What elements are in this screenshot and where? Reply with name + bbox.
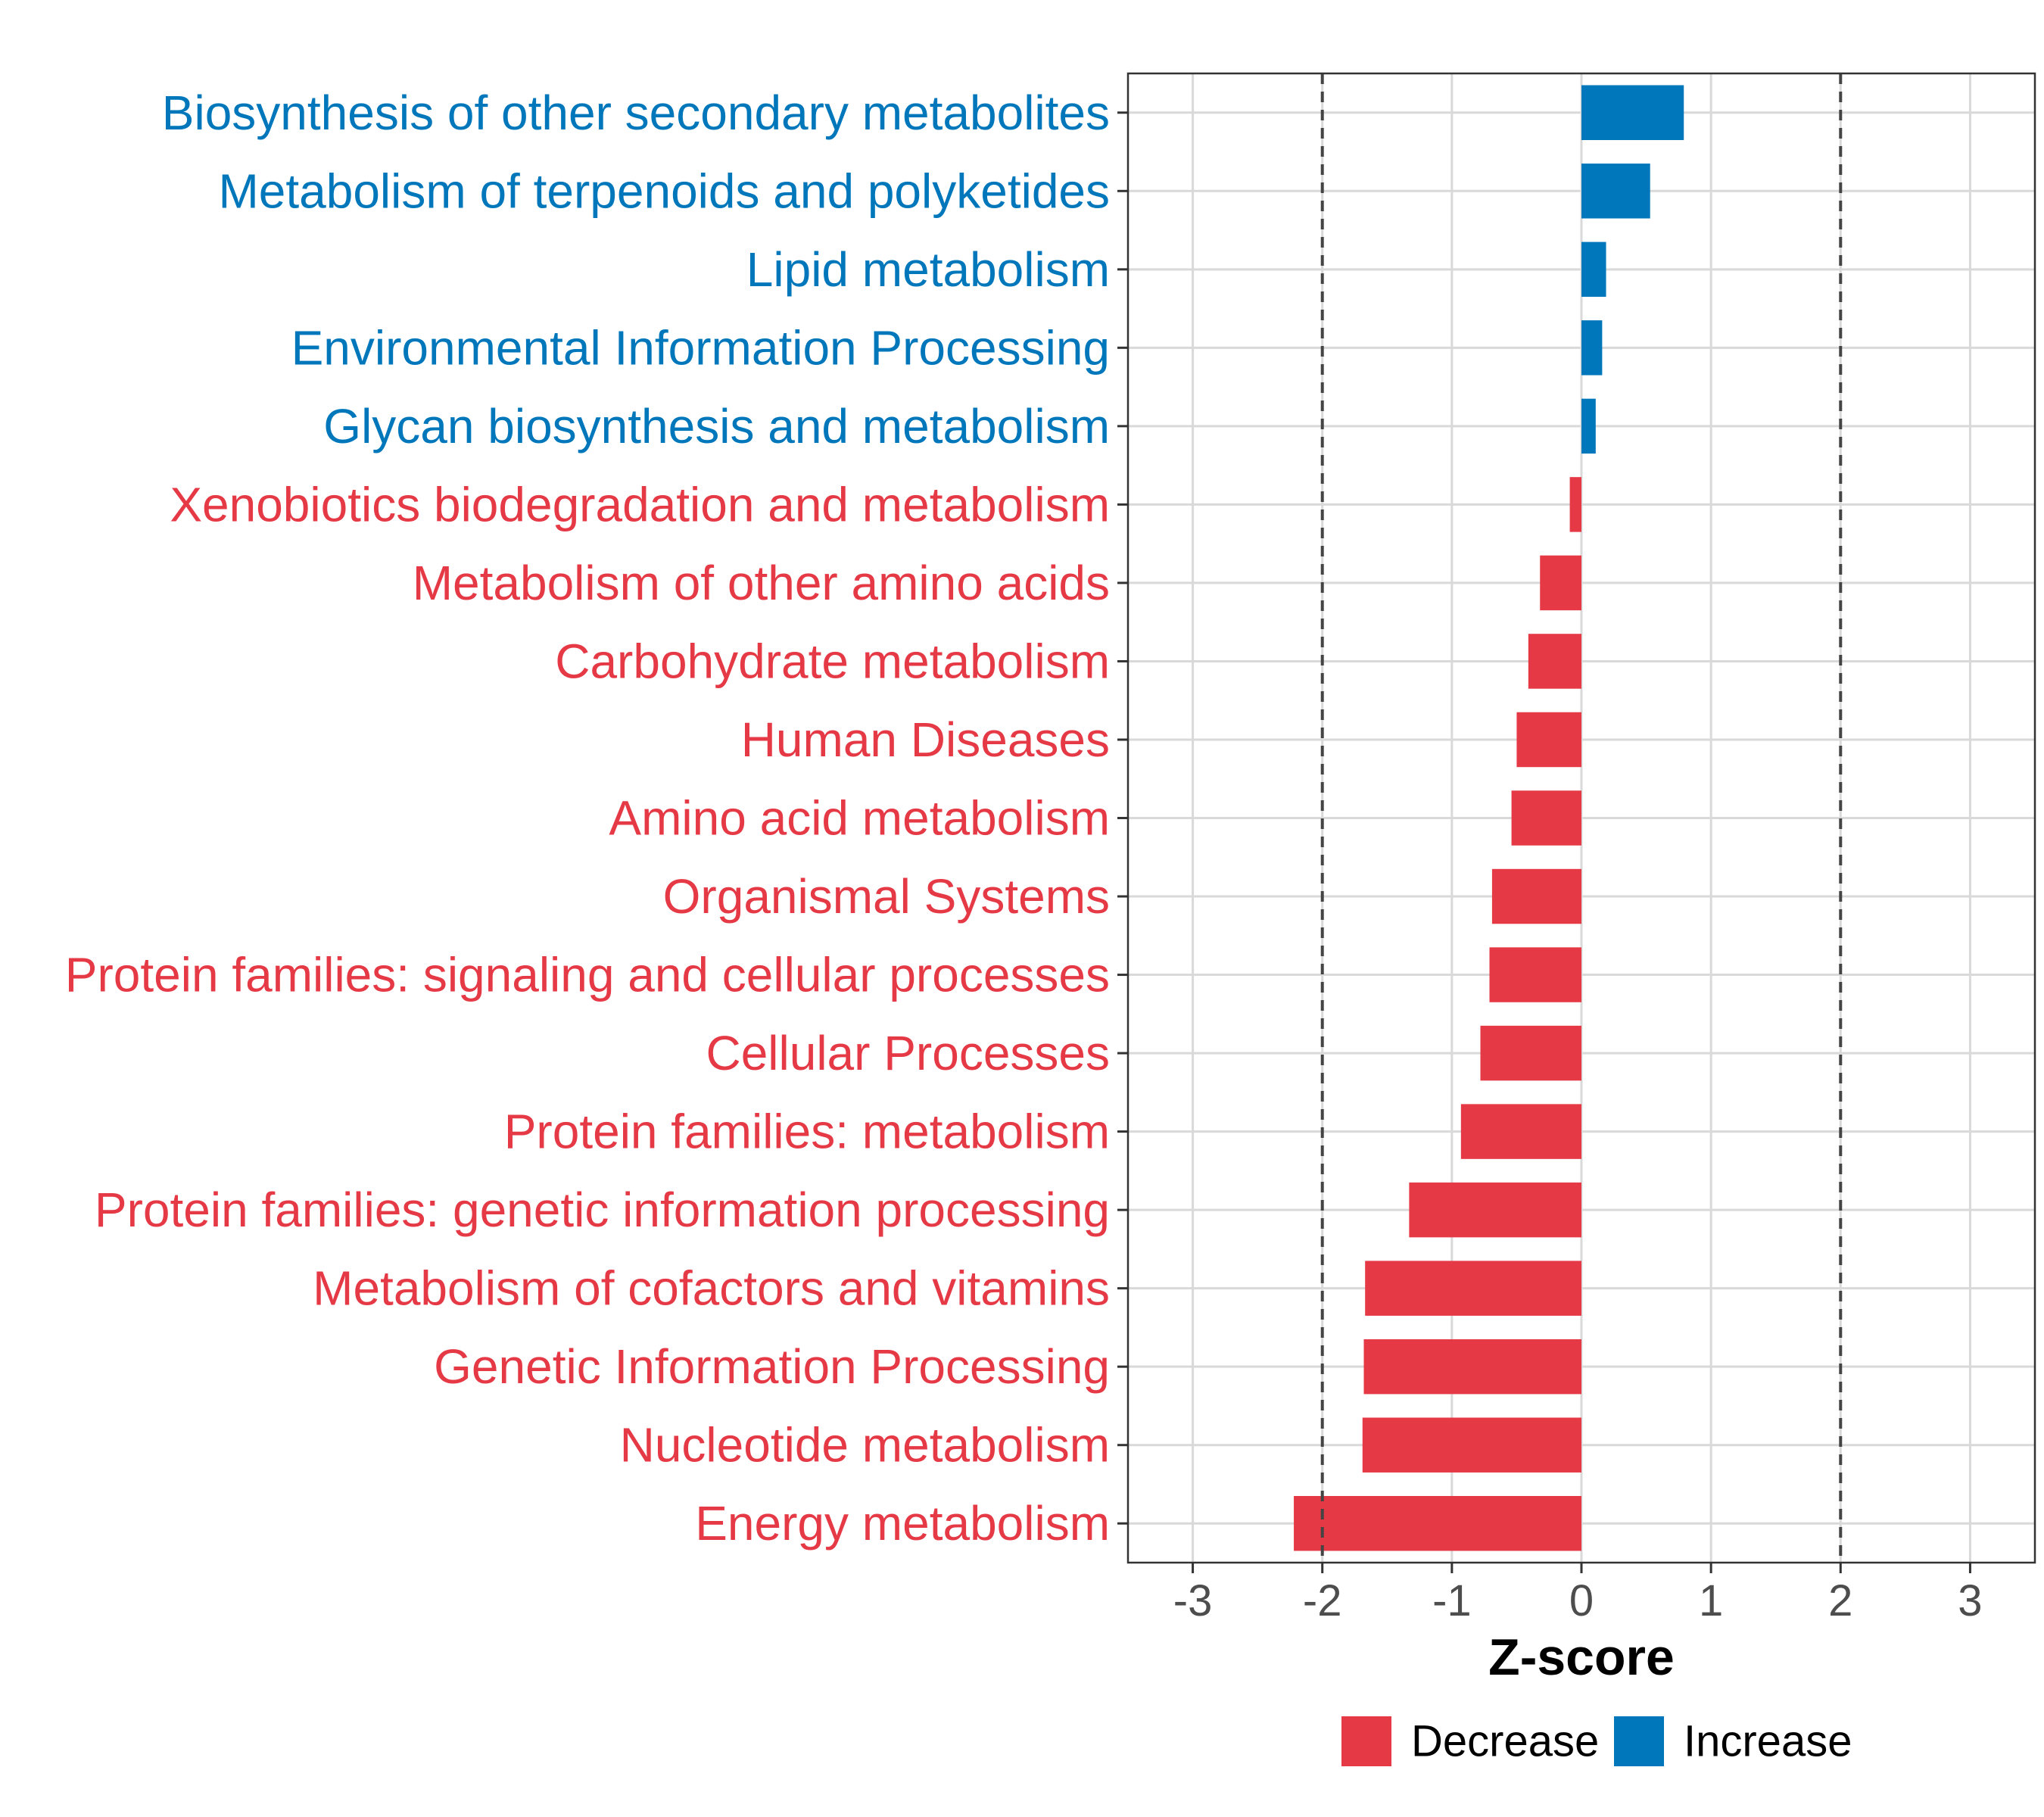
bar bbox=[1581, 85, 1684, 140]
category-label: Xenobiotics biodegradation and metabolis… bbox=[170, 477, 1110, 531]
x-tick-label: 3 bbox=[1958, 1576, 1982, 1625]
category-label: Environmental Information Processing bbox=[291, 320, 1110, 375]
bars bbox=[1294, 85, 1684, 1551]
category-label: Protein families: metabolism bbox=[504, 1105, 1110, 1159]
legend: Decrease Increase bbox=[1341, 1716, 1852, 1766]
legend-label: Increase bbox=[1684, 1717, 1852, 1766]
x-tick-label: -2 bbox=[1303, 1576, 1342, 1625]
legend-swatch bbox=[1341, 1716, 1391, 1766]
x-tick-labels: -3 -2 -1 0 1 2 3 bbox=[1173, 1576, 1983, 1625]
x-tick-label: -1 bbox=[1432, 1576, 1472, 1625]
category-label: Organismal Systems bbox=[663, 869, 1110, 924]
legend-label: Decrease bbox=[1411, 1717, 1599, 1766]
category-label: Energy metabolism bbox=[695, 1496, 1110, 1551]
category-label: Nucleotide metabolism bbox=[620, 1418, 1110, 1473]
bar bbox=[1365, 1261, 1581, 1316]
bar bbox=[1409, 1182, 1581, 1238]
bar bbox=[1362, 1417, 1581, 1473]
category-labels: Biosynthesis of other secondary metaboli… bbox=[65, 86, 1110, 1551]
x-tick-label: 0 bbox=[1569, 1576, 1594, 1625]
bar bbox=[1581, 164, 1650, 219]
bar bbox=[1491, 868, 1581, 924]
category-label: Cellular Processes bbox=[706, 1026, 1110, 1080]
bar bbox=[1569, 477, 1581, 532]
category-label: Protein families: signaling and cellular… bbox=[65, 948, 1110, 1002]
bar bbox=[1480, 1025, 1581, 1081]
category-label: Lipid metabolism bbox=[746, 242, 1110, 297]
category-label: Biosynthesis of other secondary metaboli… bbox=[162, 86, 1110, 140]
axis-ticks bbox=[1117, 111, 1971, 1573]
category-label: Amino acid metabolism bbox=[609, 791, 1110, 846]
category-label: Protein families: genetic information pr… bbox=[95, 1183, 1110, 1237]
x-axis-title: Z-score bbox=[1488, 1628, 1675, 1686]
reference-lines bbox=[1320, 73, 1843, 1563]
bar bbox=[1294, 1496, 1581, 1551]
category-label: Metabolism of other amino acids bbox=[413, 556, 1110, 610]
bar bbox=[1540, 555, 1581, 611]
bar bbox=[1460, 1104, 1581, 1159]
bar bbox=[1581, 242, 1606, 298]
bar bbox=[1581, 320, 1603, 376]
x-tick-label: 1 bbox=[1699, 1576, 1723, 1625]
bar bbox=[1489, 947, 1581, 1002]
category-label: Carbohydrate metabolism bbox=[555, 634, 1110, 688]
bar bbox=[1581, 398, 1596, 454]
x-tick-label: -3 bbox=[1173, 1576, 1213, 1625]
category-label: Metabolism of terpenoids and polyketides bbox=[218, 164, 1110, 218]
x-tick-label: 2 bbox=[1828, 1576, 1852, 1625]
bar bbox=[1511, 790, 1581, 846]
bar bbox=[1363, 1339, 1581, 1395]
bar bbox=[1528, 634, 1581, 689]
category-label: Metabolism of cofactors and vitamins bbox=[313, 1261, 1110, 1316]
legend-swatch bbox=[1614, 1716, 1664, 1766]
category-label: Genetic Information Processing bbox=[434, 1339, 1110, 1394]
bar bbox=[1516, 712, 1581, 768]
category-label: Human Diseases bbox=[741, 712, 1110, 767]
category-label: Glycan biosynthesis and metabolism bbox=[323, 399, 1110, 453]
